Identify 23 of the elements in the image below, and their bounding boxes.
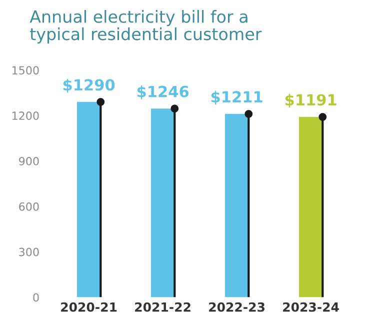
bar [76, 102, 101, 298]
x-tick-label: 2023-24 [283, 302, 339, 312]
bar [224, 114, 249, 298]
chart-title: Annual electricity bill for a typical residential customer [30, 10, 262, 44]
x-tick-label: 2020-21 [61, 302, 117, 312]
y-tick-label: 1200 [12, 112, 39, 120]
y-tick-label: 600 [19, 202, 39, 211]
bar [150, 108, 175, 298]
y-tick-label: 900 [19, 156, 39, 166]
y-tick-label: 1500 [12, 66, 39, 75]
data-label: $1246 [137, 85, 189, 100]
x-tick-label: 2022-23 [209, 302, 264, 312]
data-label: $1191 [285, 94, 336, 108]
data-label: $1290 [63, 78, 115, 93]
point [244, 110, 253, 118]
y-tick-label: 300 [19, 248, 39, 256]
x-tick-label: 2021-22 [135, 302, 190, 312]
data-label: $1211 [211, 90, 262, 105]
point [318, 112, 327, 121]
point [170, 104, 179, 113]
point [96, 98, 105, 106]
y-tick-label: 0 [33, 293, 39, 302]
bar [298, 116, 323, 298]
